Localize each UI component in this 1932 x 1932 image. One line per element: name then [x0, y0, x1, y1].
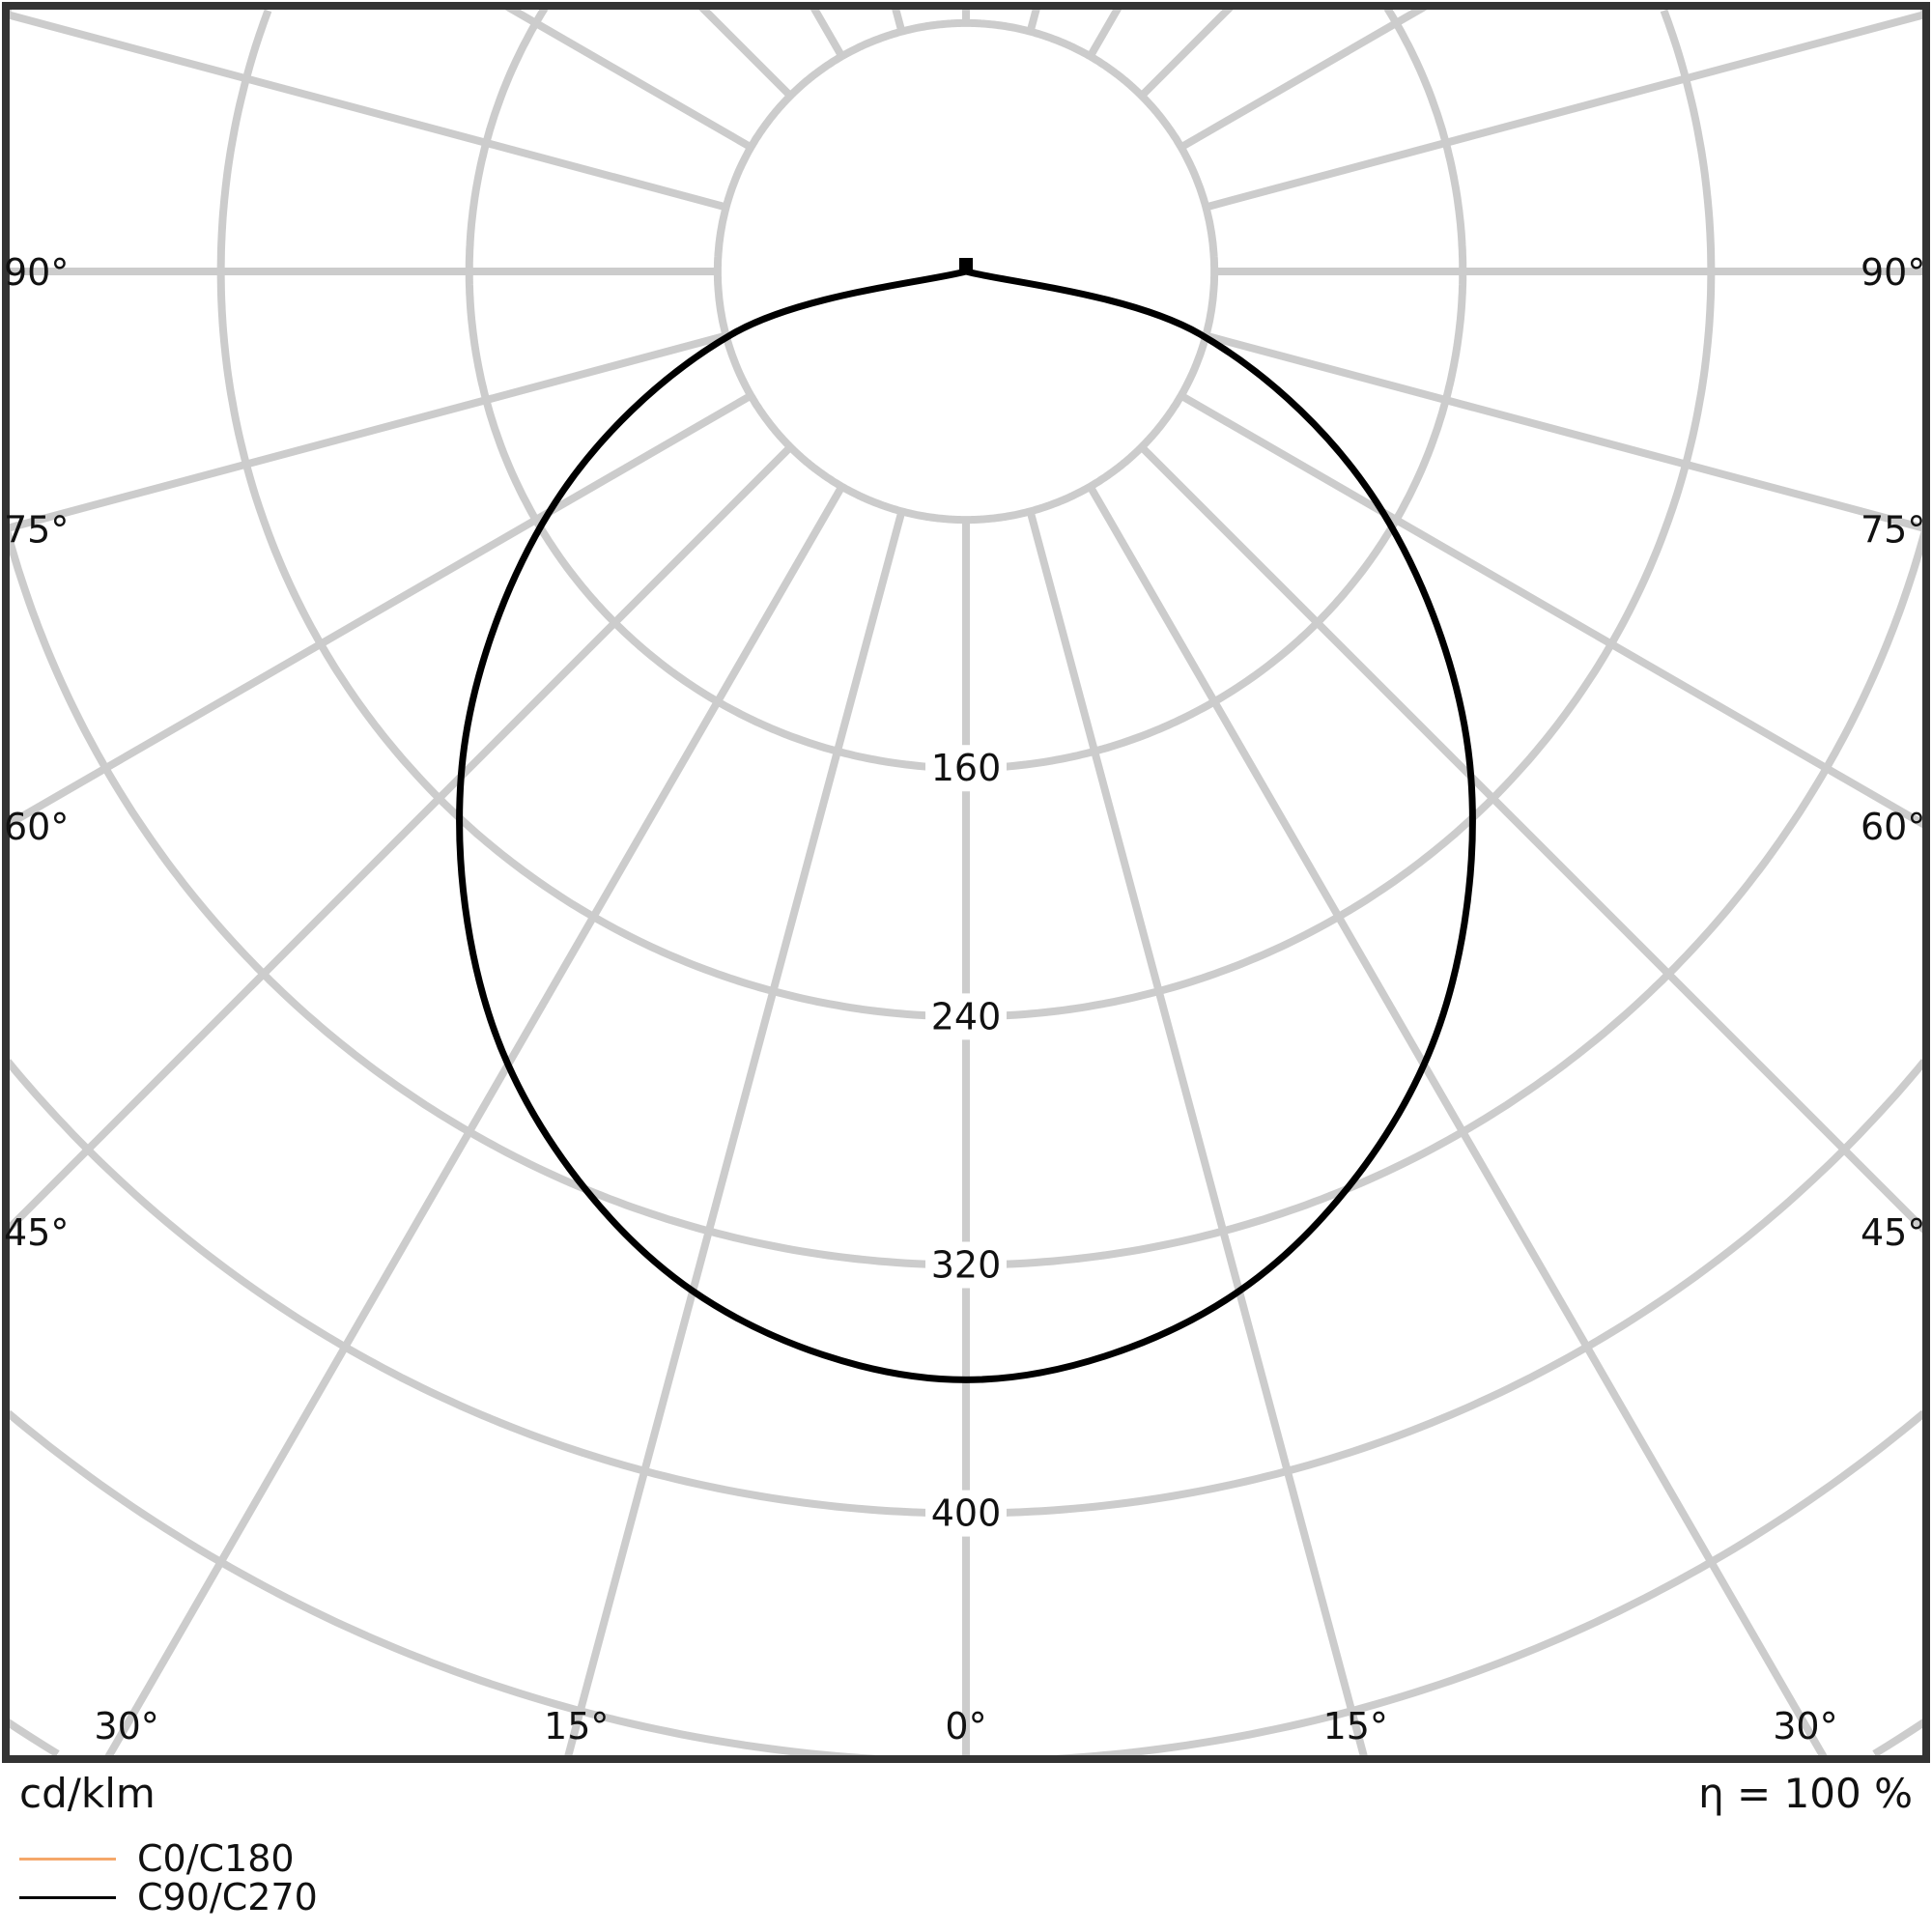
grid-ring [4, 1059, 1928, 1518]
legend-swatch [19, 1857, 116, 1861]
angle-label: 15° [1323, 1705, 1388, 1747]
angle-label-left: 90° [4, 251, 69, 294]
grid-ring [5, 1409, 1927, 1763]
grid-spoke [4, 331, 727, 533]
series-line-c90-c270 [456, 268, 1476, 1383]
grid-spoke [1138, 3, 1235, 99]
angle-label-left: 60° [4, 806, 69, 848]
grid-spoke [103, 484, 845, 1762]
grid-spoke [1087, 4, 1123, 59]
grid-spoke [1026, 4, 1041, 33]
angle-label-left: 45° [4, 1211, 69, 1254]
radial-tick-label: 400 [931, 1492, 1002, 1535]
grid-spoke [1179, 2, 1429, 151]
grid-spoke [503, 2, 753, 151]
tick-label-bg [925, 993, 1007, 1040]
legend-item-c0-c180: C0/C180 [19, 1837, 295, 1880]
angle-label-right: 60° [1861, 806, 1925, 848]
grid-spoke [4, 392, 753, 830]
grid-spoke [563, 510, 906, 1761]
angle-label: 30° [1773, 1705, 1837, 1747]
radial-tick-label: 240 [931, 995, 1002, 1037]
radial-tick-label: 320 [931, 1243, 1002, 1286]
grid-ring [465, 6, 1467, 773]
efficiency-label: η = 100 % [1698, 1770, 1913, 1817]
grid-ring [4, 1718, 1928, 1758]
polar-chart: 160 240 320 400 30° 15° 0° 15° 30° 90° 90° 75° 75° 60… [2, 2, 1930, 1763]
angle-label-right: 90° [1861, 251, 1925, 294]
tick-label-bg [925, 1241, 1007, 1289]
angle-label-right: 75° [1861, 508, 1925, 551]
grid-spoke [1138, 443, 1929, 1235]
grid-spoke [1179, 392, 1929, 830]
grid-spoke [1087, 484, 1829, 1761]
angle-label: 30° [94, 1705, 158, 1747]
grid-spoke [891, 4, 906, 33]
angle-label-left: 75° [4, 508, 69, 551]
legend-label: C0/C180 [137, 1837, 295, 1880]
legend-item-c90-c270: C90/C270 [19, 1876, 318, 1918]
legend-swatch [19, 1895, 116, 1899]
unit-label: cd/klm [19, 1770, 156, 1817]
grid-ring [216, 9, 1716, 1021]
angle-label-right: 45° [1861, 1211, 1925, 1254]
grid-spoke [1026, 510, 1369, 1761]
legend-label: C90/C270 [137, 1876, 318, 1918]
radial-tick-label: 160 [931, 747, 1002, 789]
angle-label: 15° [544, 1705, 609, 1747]
origin-marker [959, 258, 973, 271]
grid-spoke [1205, 10, 1928, 212]
angle-label: 0° [945, 1705, 986, 1747]
tick-label-bg [925, 745, 1007, 792]
grid-spoke [4, 10, 727, 212]
tick-label-bg [925, 1490, 1007, 1537]
grid-spoke [1205, 331, 1928, 533]
grid-spoke [3, 443, 794, 1235]
grid-spoke [697, 3, 794, 99]
plot-frame [2, 2, 1930, 1763]
grid-spoke [809, 4, 845, 59]
